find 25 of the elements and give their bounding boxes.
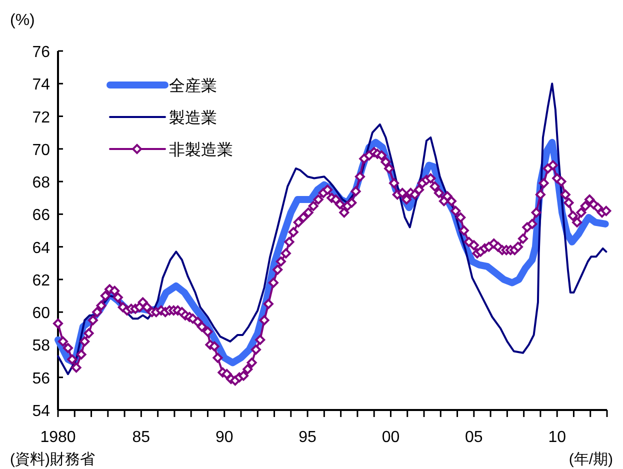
y-tick-label: 60 [32, 305, 50, 322]
x-axis-title: (年/期) [568, 451, 613, 468]
y-tick-label: 64 [32, 240, 50, 257]
y-tick-label: 74 [32, 76, 50, 94]
x-tick-label: 05 [465, 429, 483, 446]
x-tick-label: 85 [132, 429, 150, 446]
legend-label: 非製造業 [169, 141, 233, 159]
y-tick-label: 72 [32, 109, 50, 126]
x-tick-label: 95 [298, 429, 317, 446]
y-tick-label: 62 [32, 272, 50, 290]
text: (資料)財務省 [10, 451, 95, 468]
legend-label: 製造業 [169, 109, 217, 127]
x-tick-label: 1980 [40, 429, 76, 446]
y-tick-label: 54 [32, 403, 50, 420]
y-tick-label: 56 [32, 370, 50, 388]
y-tick-label: 68 [32, 174, 50, 192]
x-tick-label: 10 [548, 429, 566, 446]
y-tick-label: 76 [32, 44, 50, 61]
x-tick-label: 00 [382, 429, 400, 446]
y-tick-label: 58 [32, 338, 50, 355]
x-tick-label: 90 [215, 429, 234, 446]
y-tick-label: 66 [32, 207, 50, 224]
y-tick-label: 70 [32, 142, 50, 159]
y-axis-title: (%) [10, 12, 35, 29]
legend-label: 全産業 [169, 77, 217, 95]
